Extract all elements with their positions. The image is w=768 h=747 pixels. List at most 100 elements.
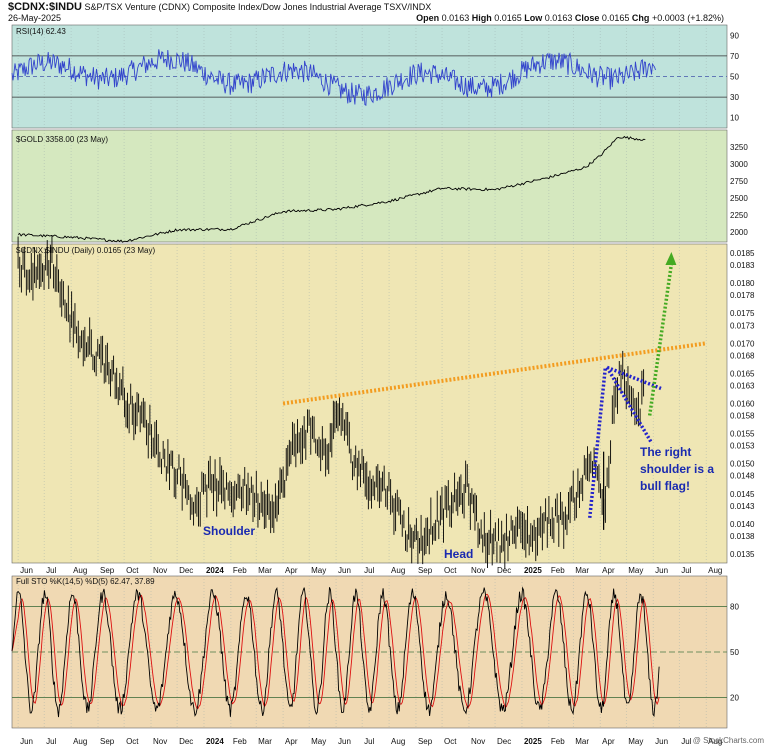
x-tick-label: Mar	[258, 737, 272, 746]
gold-y-tick: 2250	[730, 211, 748, 220]
annotation-right-shoulder: shoulder is a	[640, 462, 714, 476]
x-tick-label: Aug	[708, 566, 722, 575]
x-tick-label: Dec	[497, 566, 511, 575]
x-tick-label: Sep	[100, 737, 115, 746]
sto-k-line	[11, 586, 660, 718]
x-tick-label: Mar	[258, 566, 272, 575]
main-y-tick: 0.0168	[730, 351, 755, 360]
x-tick-label: Jun	[20, 566, 33, 575]
x-tick-label: Aug	[708, 737, 722, 746]
x-tick-label: Mar	[575, 737, 589, 746]
annotation-head: Head	[444, 547, 473, 561]
main-y-tick: 0.0160	[730, 400, 755, 409]
panel-background-gold	[11, 129, 728, 243]
flag-pole	[587, 367, 608, 519]
rsi-y-tick: 50	[730, 73, 739, 82]
x-tick-label: Jul	[46, 566, 56, 575]
gold-line	[17, 135, 646, 243]
x-tick-label: Dec	[179, 566, 193, 575]
main-y-tick: 0.0143	[730, 502, 755, 511]
rsi-y-tick: 90	[730, 31, 739, 40]
rsi-label: RSI(14) 62.43	[16, 27, 66, 36]
chart-date: 26-May-2025	[8, 13, 62, 23]
main-y-tick: 0.0178	[730, 291, 755, 300]
x-tick-label: 2024	[206, 737, 224, 746]
main-y-tick: 0.0148	[730, 472, 755, 481]
panel-background-main	[11, 243, 728, 564]
main-y-tick: 0.0165	[730, 369, 755, 378]
x-tick-label: Feb	[551, 737, 565, 746]
open-value: 0.0163	[441, 13, 470, 23]
x-tick-label: Sep	[418, 566, 433, 575]
x-tick-label: Aug	[391, 566, 405, 575]
x-tick-label: Jul	[364, 737, 374, 746]
main-y-tick: 0.0150	[730, 460, 755, 469]
flag-upper-line	[606, 365, 662, 391]
x-tick-label: Jul	[46, 737, 56, 746]
x-tick-label: Nov	[153, 566, 167, 575]
annotation-right-shoulder: bull flag!	[640, 479, 690, 493]
x-tick-label: Nov	[471, 566, 485, 575]
x-tick-label: Aug	[73, 737, 87, 746]
target-arrow-shaft	[647, 263, 674, 416]
sto-y-tick: 50	[730, 648, 739, 657]
x-tick-label: Feb	[233, 737, 247, 746]
x-tick-label: Aug	[391, 737, 405, 746]
x-tick-label: Oct	[126, 566, 139, 575]
x-tick-label: Feb	[551, 566, 565, 575]
main-y-tick: 0.0135	[730, 550, 755, 559]
gold-y-tick: 3000	[730, 160, 748, 169]
x-tick-label: Apr	[602, 737, 615, 746]
annotation-shoulder: Shoulder	[203, 524, 255, 538]
gold-y-tick: 2750	[730, 177, 748, 186]
x-tick-label: May	[311, 737, 326, 746]
main-y-tick: 0.0153	[730, 442, 755, 451]
watermark: @ StockCharts.com	[692, 736, 764, 745]
x-tick-label: Dec	[179, 737, 193, 746]
ohlc-readout: Open 0.0163 High 0.0165 Low 0.0163 Close…	[416, 13, 724, 23]
x-tick-label: 2025	[524, 737, 542, 746]
x-tick-label: Nov	[471, 737, 485, 746]
chart-header: $CDNX:$INDU S&P/TSX Venture (CDNX) Compo…	[8, 1, 431, 13]
x-tick-label: Jun	[338, 566, 351, 575]
main-y-tick: 0.0173	[730, 321, 755, 330]
high-value: 0.0165	[494, 13, 522, 23]
x-tick-label: 2024	[206, 566, 224, 575]
sto-d-line	[11, 593, 660, 710]
main-y-tick: 0.0185	[730, 249, 755, 258]
symbol: $CDNX:$INDU	[8, 1, 82, 13]
main-y-tick: 0.0175	[730, 309, 755, 318]
gold-y-tick: 2000	[730, 228, 748, 237]
x-tick-label: May	[311, 566, 326, 575]
x-tick-label: Apr	[602, 566, 615, 575]
annotation-right-shoulder: The right	[640, 445, 691, 459]
main-y-tick: 0.0180	[730, 279, 755, 288]
x-tick-label: Jun	[338, 737, 351, 746]
x-tick-label: Feb	[233, 566, 247, 575]
close-value: 0.0165	[601, 13, 630, 23]
x-tick-label: Oct	[444, 737, 457, 746]
rsi-y-tick: 30	[730, 93, 739, 102]
x-tick-label: Oct	[126, 737, 139, 746]
x-tick-label: Jun	[655, 566, 668, 575]
x-tick-label: Sep	[100, 566, 115, 575]
x-tick-label: Apr	[285, 737, 298, 746]
gold-y-tick: 2500	[730, 194, 748, 203]
x-tick-label: May	[628, 737, 643, 746]
resistance-line	[282, 341, 707, 406]
x-tick-label: Sep	[418, 737, 433, 746]
change-value: +0.0003 (+1.82%)	[651, 13, 724, 23]
rsi-line	[11, 49, 656, 106]
target-arrow-head	[665, 252, 677, 266]
x-tick-label: Nov	[153, 737, 167, 746]
gold-label: $GOLD 3358.00 (23 May)	[16, 135, 108, 144]
x-tick-label: Jun	[655, 737, 668, 746]
sto-y-tick: 20	[730, 694, 739, 703]
main-y-tick: 0.0155	[730, 430, 755, 439]
main-y-tick: 0.0138	[730, 532, 755, 541]
rsi-y-tick: 10	[730, 114, 739, 123]
sto-label: Full STO %K(14,5) %D(5) 62.47, 37.89	[16, 577, 155, 586]
low-value: 0.0163	[544, 13, 573, 23]
main-y-tick: 0.0170	[730, 339, 755, 348]
